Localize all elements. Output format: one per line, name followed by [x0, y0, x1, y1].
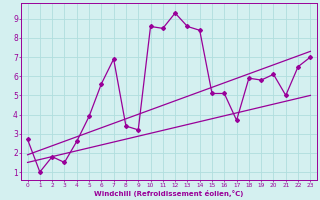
X-axis label: Windchill (Refroidissement éolien,°C): Windchill (Refroidissement éolien,°C) [94, 190, 244, 197]
